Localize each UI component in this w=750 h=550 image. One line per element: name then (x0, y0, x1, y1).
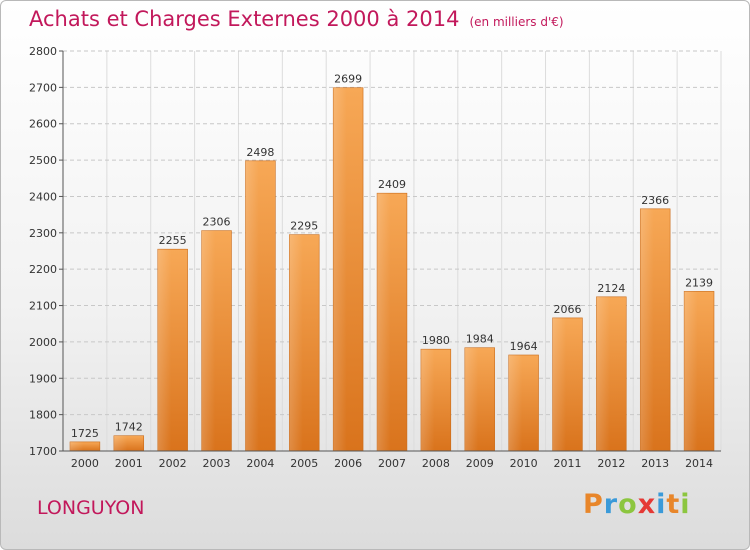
bar-layer: 1725 1742 2255 2306 2498 2295 2699 2409 1980 1984… (69, 73, 715, 452)
logo-letter: i (656, 489, 667, 520)
logo-letter: P (583, 489, 604, 520)
y-tick-label: 2600 (29, 118, 57, 131)
logo-letter: r (603, 489, 619, 520)
chart-title: Achats et Charges Externes 2000 à 2014 (e… (29, 7, 564, 31)
logo-letter: x (637, 489, 657, 520)
y-tick-label: 2700 (29, 81, 57, 94)
data-label-2013: 2366 (641, 194, 669, 207)
x-tick-label-2009: 2009 (466, 457, 494, 470)
data-label-2000: 1725 (71, 427, 99, 440)
data-label-2007: 2409 (378, 178, 406, 191)
bar-highlight-2008 (420, 349, 435, 451)
x-tick-label-2003: 2003 (203, 457, 231, 470)
data-label-2002: 2255 (159, 234, 187, 247)
data-label-2009: 1984 (466, 333, 494, 346)
y-tick-label: 2000 (29, 336, 57, 349)
data-label-2014: 2139 (685, 276, 713, 289)
logo-letter: i (680, 489, 691, 520)
bar-highlight-2010 (508, 355, 523, 451)
logo-letter: o (618, 489, 638, 520)
data-label-2004: 2498 (246, 146, 274, 159)
x-tick-label-2000: 2000 (71, 457, 99, 470)
bar-highlight-2013 (640, 208, 654, 451)
x-tick-label-2007: 2007 (378, 457, 406, 470)
data-label-2012: 2124 (597, 282, 625, 295)
bar-highlight-2004 (245, 160, 259, 451)
bar-highlight-2005 (289, 234, 303, 451)
x-tick-label-2014: 2014 (685, 457, 713, 470)
bar-highlight-2002 (157, 249, 172, 451)
x-tick-label-2001: 2001 (115, 457, 143, 470)
y-tick-label: 1700 (29, 445, 57, 458)
bar-highlight-2009 (464, 347, 479, 451)
data-label-2008: 1980 (422, 334, 450, 347)
bar-highlight-2003 (201, 230, 216, 451)
x-tick-label-2004: 2004 (246, 457, 274, 470)
y-tick-label: 1800 (29, 409, 57, 422)
bar-highlight-2014 (684, 291, 698, 451)
x-tick-label-2002: 2002 (159, 457, 187, 470)
bar-highlight-2001 (113, 435, 128, 451)
y-tick-label: 2800 (29, 45, 57, 58)
city-name: LONGUYON (37, 497, 145, 519)
bar-highlight-2006 (333, 87, 347, 452)
x-tick-label-2013: 2013 (641, 457, 669, 470)
title-unit: (en milliers d'€) (469, 15, 564, 29)
data-label-2005: 2295 (290, 220, 318, 233)
x-tick-label-2010: 2010 (510, 457, 538, 470)
data-label-2006: 2699 (334, 73, 362, 86)
bar-highlight-2011 (552, 317, 566, 451)
data-label-2001: 1742 (115, 421, 143, 434)
bar-highlight-2000 (70, 441, 84, 451)
data-label-2011: 2066 (553, 303, 581, 316)
data-label-2010: 1964 (510, 340, 538, 353)
logo-letter: t (666, 489, 681, 520)
y-tick-label: 2100 (29, 300, 57, 313)
axis-layer: 1700 1800 1900 2000 2100 2200 2300 2400 2500 2600… (29, 45, 721, 470)
x-tick-label-2008: 2008 (422, 457, 450, 470)
x-tick-label-2012: 2012 (597, 457, 625, 470)
bar-highlight-2012 (596, 296, 610, 451)
x-tick-label-2006: 2006 (334, 457, 362, 470)
y-tick-label: 2300 (29, 227, 57, 240)
proxiti-logo: Proxiti (583, 489, 691, 520)
data-label-2003: 2306 (203, 216, 231, 229)
x-tick-label-2011: 2011 (553, 457, 581, 470)
y-tick-label: 2200 (29, 263, 57, 276)
y-tick-label: 1900 (29, 372, 57, 385)
x-tick-label-2005: 2005 (290, 457, 318, 470)
bar-highlight-2007 (377, 193, 391, 451)
y-tick-label: 2500 (29, 154, 57, 167)
title-text: Achats et Charges Externes 2000 à 2014 (29, 7, 460, 31)
y-tick-label: 2400 (29, 190, 57, 203)
